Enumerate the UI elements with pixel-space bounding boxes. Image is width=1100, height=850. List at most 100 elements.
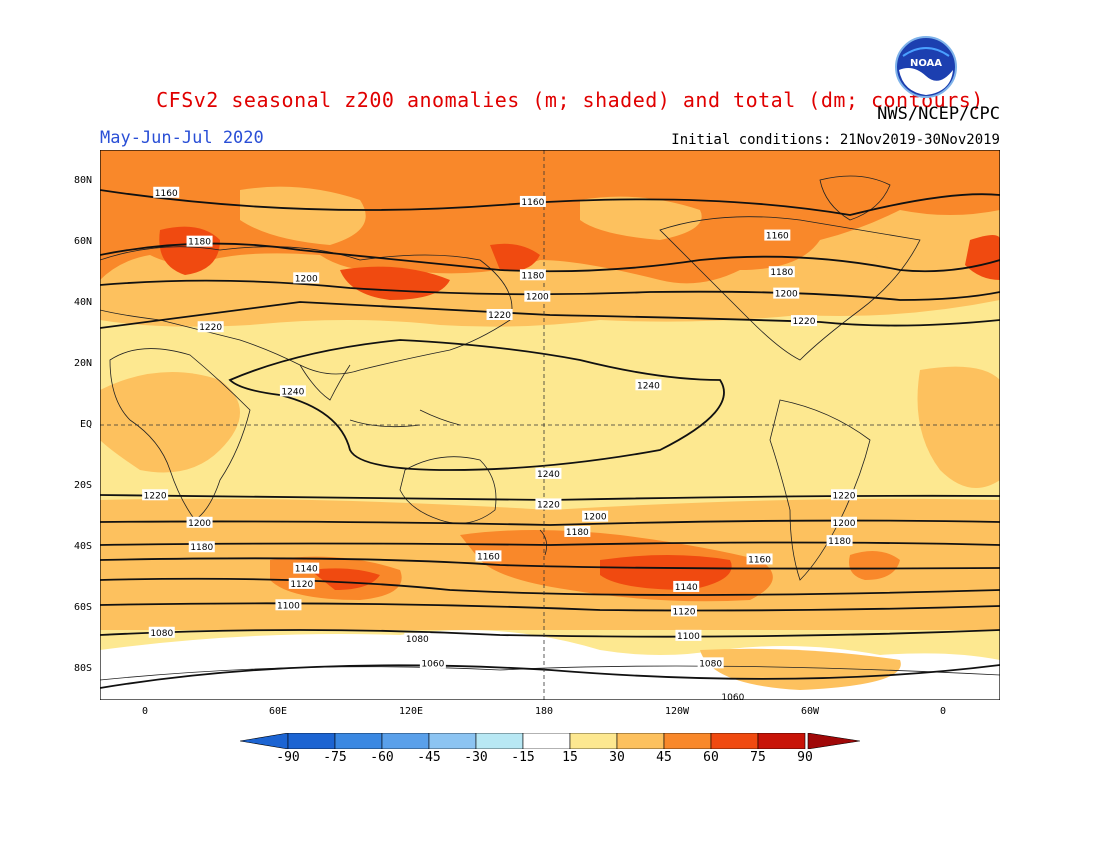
contour-label-bg [188,541,215,553]
contour-label: 1200 [188,519,211,529]
contour-label-bg [773,287,800,299]
colorbar-arrow-low [240,733,289,749]
lat-label: 80S [73,663,92,674]
anomaly-shade-30-45 [860,220,930,270]
contour-label-bg [475,550,502,562]
contour-label: 1160 [748,555,771,565]
initial-conditions-label: Initial conditions: 21Nov2019-30Nov2019 [671,132,1000,148]
contour-label-bg [279,385,306,397]
colorbar-cell [334,733,383,749]
colorbar-label: -90 [276,750,300,765]
contour-label-bg [675,629,702,641]
anomaly-shade-30-45 [240,186,366,245]
contour-label-bg [768,266,795,278]
contour-label: 1200 [295,274,318,284]
contour-label: 1200 [833,519,856,529]
contour-label: 1240 [281,387,304,397]
colorbar-cell [710,733,759,749]
anomaly-shade-30-45 [100,372,240,473]
lon-label: 0 [141,706,149,717]
contour-label-bg [142,489,169,501]
contour-label-bg [697,657,724,669]
contour-label-bg [293,272,320,284]
contour-label: 1180 [566,528,589,538]
contour-label: 1160 [477,552,500,562]
contour-label: 1180 [188,238,211,248]
colorbar-label: 15 [562,750,578,765]
anomaly-shade-30-45 [917,366,1000,488]
contour-label: 1080 [150,629,173,639]
contour-label-bg [535,467,562,479]
contour-labels: 1160 1160 1160 1180 1180 1180 1200 1200 1200 1220… [142,186,857,700]
contour-label-bg [831,516,857,528]
contour-label-bg [826,535,853,547]
agency-label: NWS/NCEP/CPC [877,104,1000,124]
contour-label-bg [197,321,224,333]
colorbar-label: 90 [797,750,813,765]
contour-label-bg [746,553,773,565]
anomaly-shade-45-60 [849,551,900,580]
colorbar-label: -30 [464,750,488,765]
contour-label: 1220 [793,317,816,327]
lat-label: 60N [73,236,92,247]
lon-label: 0 [939,706,947,717]
contour-label: 1200 [526,293,549,303]
contour-label-bg [148,626,175,638]
contour-label-bg [186,235,213,247]
contour-label-bg [831,489,857,501]
contour-label: 1220 [144,491,167,501]
contour-label-bg [519,269,546,281]
contour-label: 1160 [766,232,789,242]
contour-label-bg [275,599,302,611]
colorbar-cell [287,733,336,749]
lon-label: 120W [664,706,690,717]
contour-label: 1220 [488,311,511,321]
contour-label-bg [582,510,609,522]
contour-label: 1180 [190,543,213,553]
contour-label-bg [671,605,697,617]
contour-label: 1100 [677,632,700,642]
contour-label: 1240 [537,470,560,480]
contour-label: 1240 [637,381,660,391]
contour-label: 1220 [199,323,222,333]
contour-label-bg [419,657,446,669]
anomaly-shade-60-75 [965,235,1000,280]
colorbar-cell [569,733,618,749]
season-label: May-Jun-Jul 2020 [100,128,264,148]
contour-label: 1100 [277,601,300,611]
contour-label-bg [153,186,180,198]
lat-label: 40S [73,541,92,552]
lat-label: 40N [73,297,92,308]
colorbar-cell [522,733,571,749]
height-contours [100,189,1000,689]
contour-label: 1060 [421,659,444,669]
contour-label: 1180 [828,537,851,547]
contour-label: 1220 [537,500,560,510]
contour-label: 1160 [521,198,544,208]
contour-label: 1140 [675,583,698,593]
geopotential-map: 1160 1160 1160 1180 1180 1180 1200 1200 1200 1220… [100,150,1000,700]
colorbar-label: -15 [511,750,535,765]
anomaly-shade-60-75 [490,243,540,271]
contour-label-bg [719,690,746,700]
colorbar-cell [381,733,430,749]
contour-label-bg [519,195,546,207]
anomaly-shade-30-45 [580,196,702,240]
contour-label: 1120 [290,580,313,590]
lat-label: 80N [73,175,92,186]
colorbar-cell [663,733,712,749]
colorbar-cell [428,733,477,749]
contour-label: 1180 [770,268,793,278]
contour-label-bg [293,562,320,574]
contour-label: 1200 [584,513,607,523]
lon-label: 180 [534,706,554,717]
lat-label: 60S [73,602,92,613]
colorbar-label: 60 [703,750,719,765]
colorbar-arrow-high [807,733,860,749]
contour-label: 1080 [406,635,429,645]
anomaly-colorbar [240,733,860,749]
contour-label: 1180 [521,271,544,281]
contour-label: 1060 [721,693,744,700]
contour-label-bg [486,309,513,320]
colorbar-label: 30 [609,750,625,765]
